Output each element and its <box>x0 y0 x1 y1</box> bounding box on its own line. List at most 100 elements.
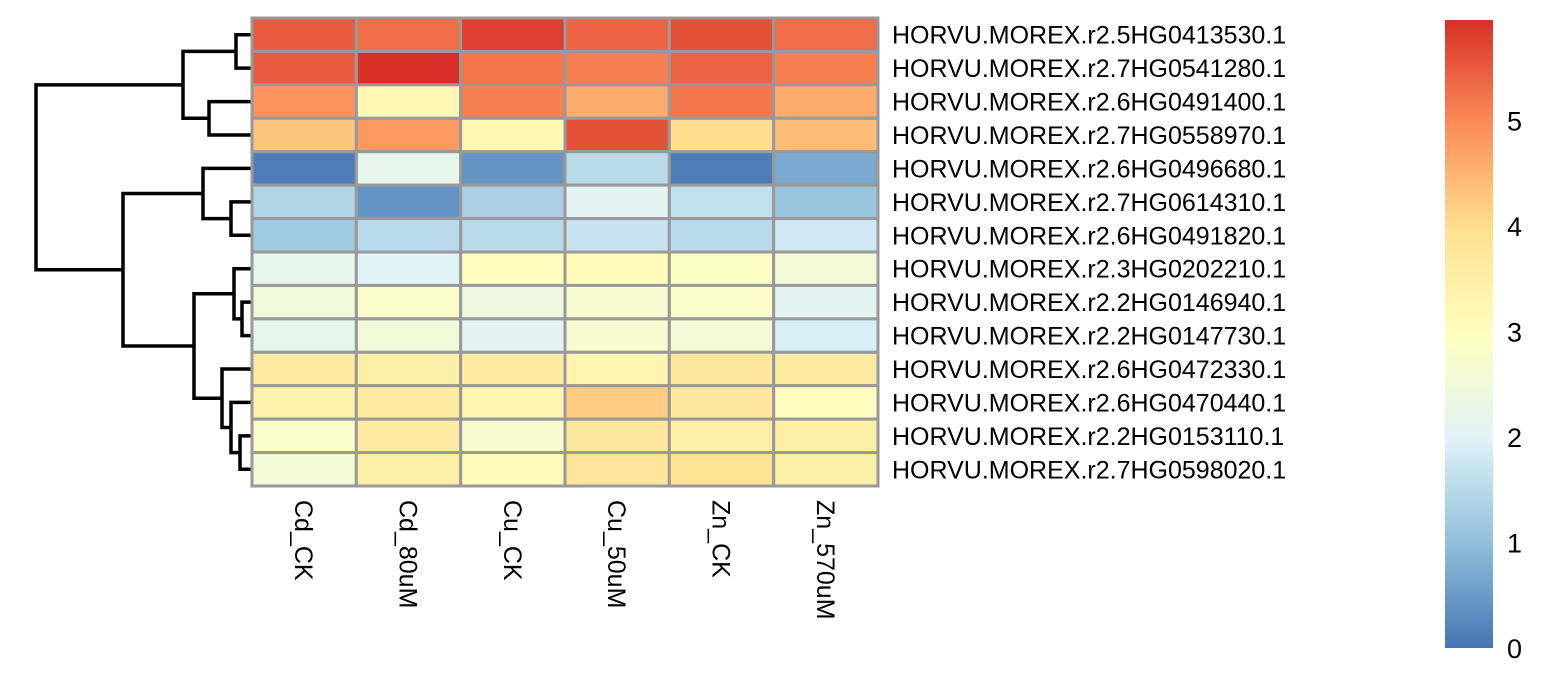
heatmap-cell <box>250 16 358 53</box>
row-label: HORVU.MOREX.r2.7HG0541280.1 <box>892 55 1286 83</box>
dendrogram-branch <box>121 191 203 348</box>
heatmap-cell <box>354 417 463 455</box>
heatmap-cell <box>772 317 880 354</box>
heatmap-cell <box>250 317 358 354</box>
column-label: Cd_CK <box>289 500 317 581</box>
heatmap-cell <box>354 150 463 187</box>
heatmap-cell <box>250 83 358 120</box>
color-legend-tick-label: 3 <box>1507 317 1522 347</box>
heatmap-cell <box>772 49 880 87</box>
heatmap-cell <box>667 350 776 388</box>
color-legend-tick-label: 0 <box>1507 634 1522 664</box>
heatmap-cell <box>250 150 358 187</box>
row-label: HORVU.MOREX.r2.6HG0491400.1 <box>892 89 1286 117</box>
row-label: HORVU.MOREX.r2.2HG0147730.1 <box>892 323 1286 351</box>
heatmap-cell <box>667 451 776 488</box>
heatmap-cell <box>250 350 358 388</box>
column-label: Cu_CK <box>498 500 526 581</box>
heatmap-cell <box>667 317 776 354</box>
heatmap-cell <box>459 49 567 87</box>
color-legend-bar <box>1445 20 1493 648</box>
row-label: HORVU.MOREX.r2.7HG0598020.1 <box>892 456 1286 484</box>
heatmap-cell <box>563 16 671 53</box>
heatmap-cell <box>667 183 776 221</box>
heatmap-cell <box>459 116 567 154</box>
dendrogram-branch <box>238 434 252 472</box>
heatmap-cell <box>772 150 880 187</box>
heatmap-cell <box>250 417 358 455</box>
heatmap-cell <box>250 384 358 421</box>
heatmap-cell <box>354 183 463 221</box>
heatmap-cell <box>563 451 671 488</box>
row-label: HORVU.MOREX.r2.7HG0558970.1 <box>892 122 1286 150</box>
heatmap-cells <box>250 16 880 488</box>
row-label: HORVU.MOREX.r2.7HG0614310.1 <box>892 189 1286 217</box>
heatmap-cell <box>250 283 358 321</box>
heatmap-cell <box>459 451 567 488</box>
row-label: HORVU.MOREX.r2.3HG0202210.1 <box>892 256 1286 284</box>
heatmap-cell <box>354 250 463 287</box>
color-legend: 0 1 2 3 4 5 <box>1445 20 1522 664</box>
heatmap-cell <box>667 283 776 321</box>
heatmap-cell <box>354 317 463 354</box>
dendrogram-branch <box>220 367 252 430</box>
heatmap-cell <box>354 49 463 87</box>
color-legend-tick-label: 2 <box>1507 423 1522 453</box>
heatmap-cell <box>354 83 463 120</box>
heatmap-cell <box>667 217 776 254</box>
column-label: Cu_50uM <box>602 500 630 608</box>
column-label: Zn_570uM <box>811 500 839 620</box>
row-label: HORVU.MOREX.r2.5HG0413530.1 <box>892 22 1286 50</box>
heatmap-cell <box>354 451 463 488</box>
heatmap-cell <box>354 116 463 154</box>
heatmap-cell <box>459 384 567 421</box>
heatmap-cell <box>563 83 671 120</box>
heatmap-cell <box>250 183 358 221</box>
heatmap-cell <box>772 417 880 455</box>
heatmap-cell <box>667 16 776 53</box>
color-legend-tick-label: 4 <box>1507 212 1522 242</box>
heatmap-cell <box>459 183 567 221</box>
heatmap-cell <box>250 49 358 87</box>
heatmap-cell <box>250 217 358 254</box>
heatmap-cell <box>563 250 671 287</box>
heatmap-cell <box>772 451 880 488</box>
heatmap-cell <box>459 350 567 388</box>
heatmap-cell <box>772 183 880 221</box>
row-label: HORVU.MOREX.r2.2HG0153110.1 <box>892 423 1284 451</box>
heatmap-cell <box>563 49 671 87</box>
dendrogram-branch <box>192 292 234 400</box>
heatmap-cell <box>667 150 776 187</box>
heatmap-cell <box>772 250 880 287</box>
dendrogram-branch <box>34 83 183 272</box>
heatmap-cell <box>563 384 671 421</box>
row-label: HORVU.MOREX.r2.6HG0496680.1 <box>892 155 1286 183</box>
heatmap-cell <box>563 217 671 254</box>
row-label: HORVU.MOREX.r2.2HG0146940.1 <box>892 289 1286 317</box>
heatmap-cell <box>563 350 671 388</box>
heatmap-cell <box>667 49 776 87</box>
dendrogram-branch <box>201 166 252 221</box>
heatmap-cell <box>772 217 880 254</box>
heatmap-cell <box>667 384 776 421</box>
heatmap-cell <box>667 250 776 287</box>
heatmap-cell <box>563 283 671 321</box>
heatmap-cell <box>354 350 463 388</box>
heatmap-cell <box>667 417 776 455</box>
heatmap-cell <box>563 116 671 154</box>
heatmap-cell <box>772 116 880 154</box>
row-dendrogram <box>34 32 252 472</box>
dendrogram-branch <box>229 200 252 238</box>
heatmap-cell <box>667 116 776 154</box>
heatmap-cell <box>667 83 776 120</box>
row-labels: HORVU.MOREX.r2.5HG0413530.1 HORVU.MOREX.r… <box>892 22 1286 485</box>
heatmap-cell <box>459 83 567 120</box>
column-label: Cd_80uM <box>394 500 422 608</box>
heatmap-cell <box>459 250 567 287</box>
column-labels: Cd_CK Cd_80uM Cu_CK Cu_50uM Zn_CK Zn_570uM <box>289 500 839 620</box>
dendrogram-branch <box>234 32 252 70</box>
heatmap-cell <box>772 384 880 421</box>
heatmap-cell <box>459 150 567 187</box>
heatmap-cell <box>354 16 463 53</box>
